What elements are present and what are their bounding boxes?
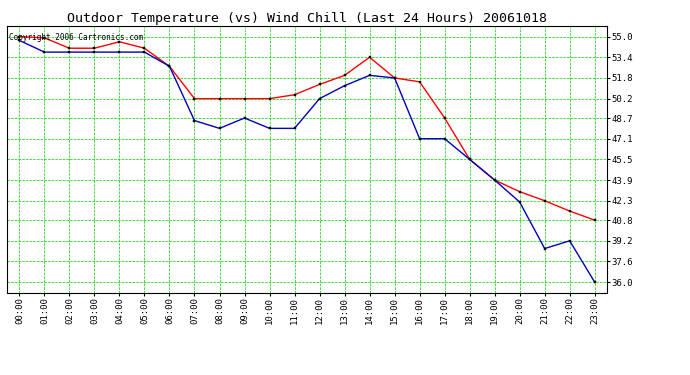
Text: Copyright 2006 Cartronics.com: Copyright 2006 Cartronics.com xyxy=(9,33,143,42)
Title: Outdoor Temperature (vs) Wind Chill (Last 24 Hours) 20061018: Outdoor Temperature (vs) Wind Chill (Las… xyxy=(67,12,547,25)
